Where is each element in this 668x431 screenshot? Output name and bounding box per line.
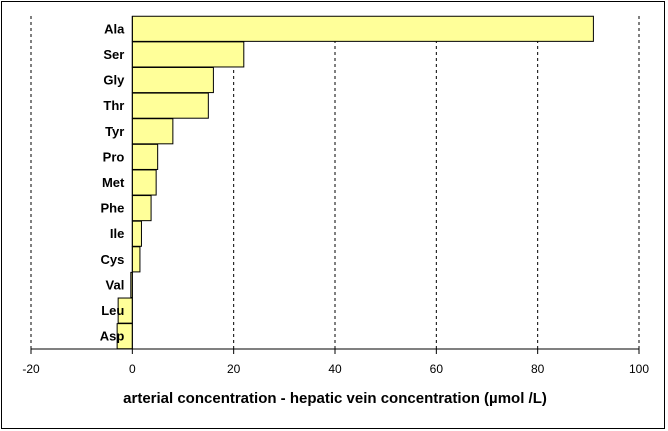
x-tick-label: 80 bbox=[531, 362, 545, 376]
category-label-ile: Ile bbox=[110, 226, 124, 241]
category-label-tyr: Tyr bbox=[105, 124, 124, 139]
axes bbox=[30, 16, 640, 354]
x-tick-label: 100 bbox=[629, 362, 649, 376]
x-tick-labels: -20 0 20 40 60 80 100 bbox=[22, 362, 649, 376]
x-tick-label: -20 bbox=[22, 362, 40, 376]
x-tick-label: 0 bbox=[129, 362, 136, 376]
bar-phe bbox=[131, 195, 152, 222]
category-label-thr: Thr bbox=[103, 98, 124, 113]
category-label-gly: Gly bbox=[103, 73, 125, 88]
bar-tyr bbox=[131, 118, 174, 145]
x-tick-label: 20 bbox=[227, 362, 241, 376]
bar-gly bbox=[131, 66, 214, 94]
category-label-val: Val bbox=[106, 277, 125, 292]
category-label-ser: Ser bbox=[103, 47, 124, 62]
category-label-leu: Leu bbox=[101, 303, 124, 318]
category-label-met: Met bbox=[102, 175, 125, 190]
category-label-phe: Phe bbox=[100, 201, 124, 216]
x-tick-label: 60 bbox=[430, 362, 444, 376]
category-label-cys: Cys bbox=[100, 252, 124, 267]
category-label-ala: Ala bbox=[104, 21, 125, 36]
bar-ala bbox=[131, 15, 594, 42]
x-tick-label: 40 bbox=[328, 362, 342, 376]
gridlines bbox=[30, 16, 640, 349]
bar-cys bbox=[131, 246, 141, 273]
bar-pro bbox=[131, 143, 159, 170]
category-labels: Ala Ser Gly Thr Tyr Pro Met Phe Ile Cys Val Leu Asp bbox=[100, 21, 125, 343]
bar-met bbox=[131, 169, 157, 196]
bar-ser bbox=[131, 41, 245, 68]
category-label-pro: Pro bbox=[103, 149, 125, 164]
bars bbox=[116, 15, 594, 350]
x-axis-title: arterial concentration - hepatic vein co… bbox=[123, 390, 547, 407]
category-label-asp: Asp bbox=[100, 329, 125, 344]
bar-thr bbox=[131, 92, 209, 119]
bar-ile bbox=[131, 220, 142, 247]
